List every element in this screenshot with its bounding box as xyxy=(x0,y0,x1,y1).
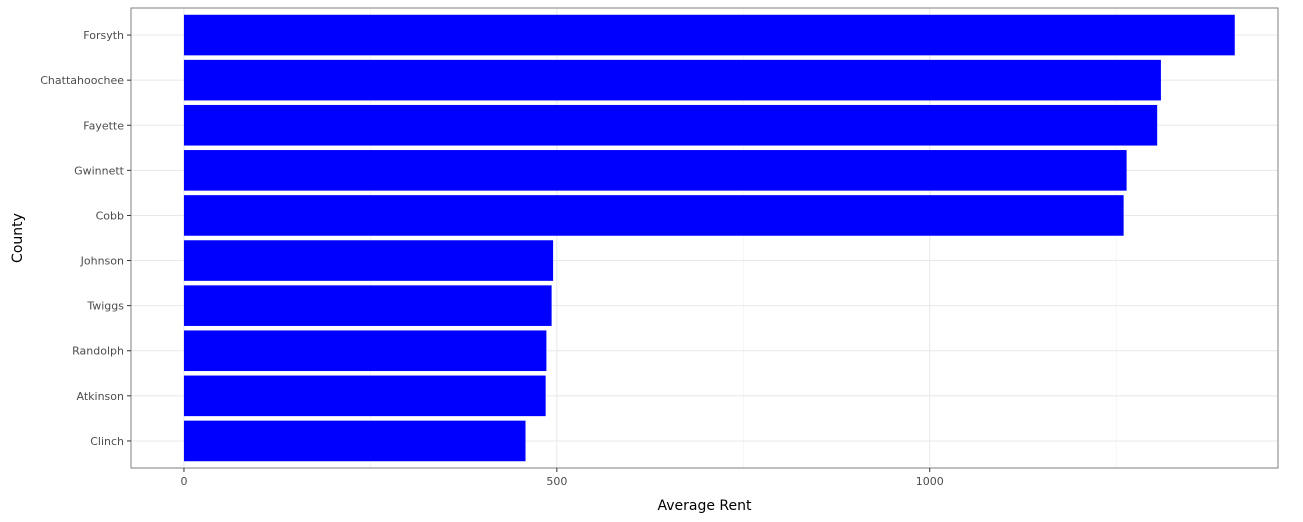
bar-gwinnett xyxy=(183,150,1127,191)
bar-forsyth xyxy=(183,14,1235,56)
y-tick-label: Fayette xyxy=(83,119,124,132)
y-tick-label: Cobb xyxy=(96,209,124,222)
panel-border xyxy=(130,7,1279,469)
bar-chattahoochee xyxy=(183,59,1161,101)
y-tick-label: Clinch xyxy=(90,435,124,448)
bars xyxy=(183,14,1235,462)
x-tick-label: 1000 xyxy=(916,475,944,488)
y-tick-label: Twiggs xyxy=(86,300,124,313)
y-tick-label: Johnson xyxy=(80,255,124,268)
x-axis-ticks: 0 500 1000 xyxy=(180,468,944,488)
y-axis-title: County xyxy=(10,213,26,263)
bar-fayette xyxy=(183,104,1158,146)
bar-twiggs xyxy=(183,285,552,326)
bar-cobb xyxy=(183,195,1124,236)
y-axis-ticks: Forsyth Chattahoochee Fayette Gwinnett Cobb J… xyxy=(40,29,131,448)
y-tick-label: Forsyth xyxy=(83,29,124,42)
bar-atkinson xyxy=(183,375,546,417)
bar-johnson xyxy=(183,240,554,281)
x-tick-label: 0 xyxy=(180,475,187,488)
y-tick-label: Randolph xyxy=(72,345,124,358)
y-tick-label: Atkinson xyxy=(77,390,125,403)
y-tick-label: Gwinnett xyxy=(74,164,125,177)
x-axis-title: Average Rent xyxy=(657,498,752,514)
bar-randolph xyxy=(183,330,547,372)
y-tick-label: Chattahoochee xyxy=(40,74,124,87)
x-tick-label: 500 xyxy=(546,475,567,488)
bar-clinch xyxy=(183,420,526,462)
